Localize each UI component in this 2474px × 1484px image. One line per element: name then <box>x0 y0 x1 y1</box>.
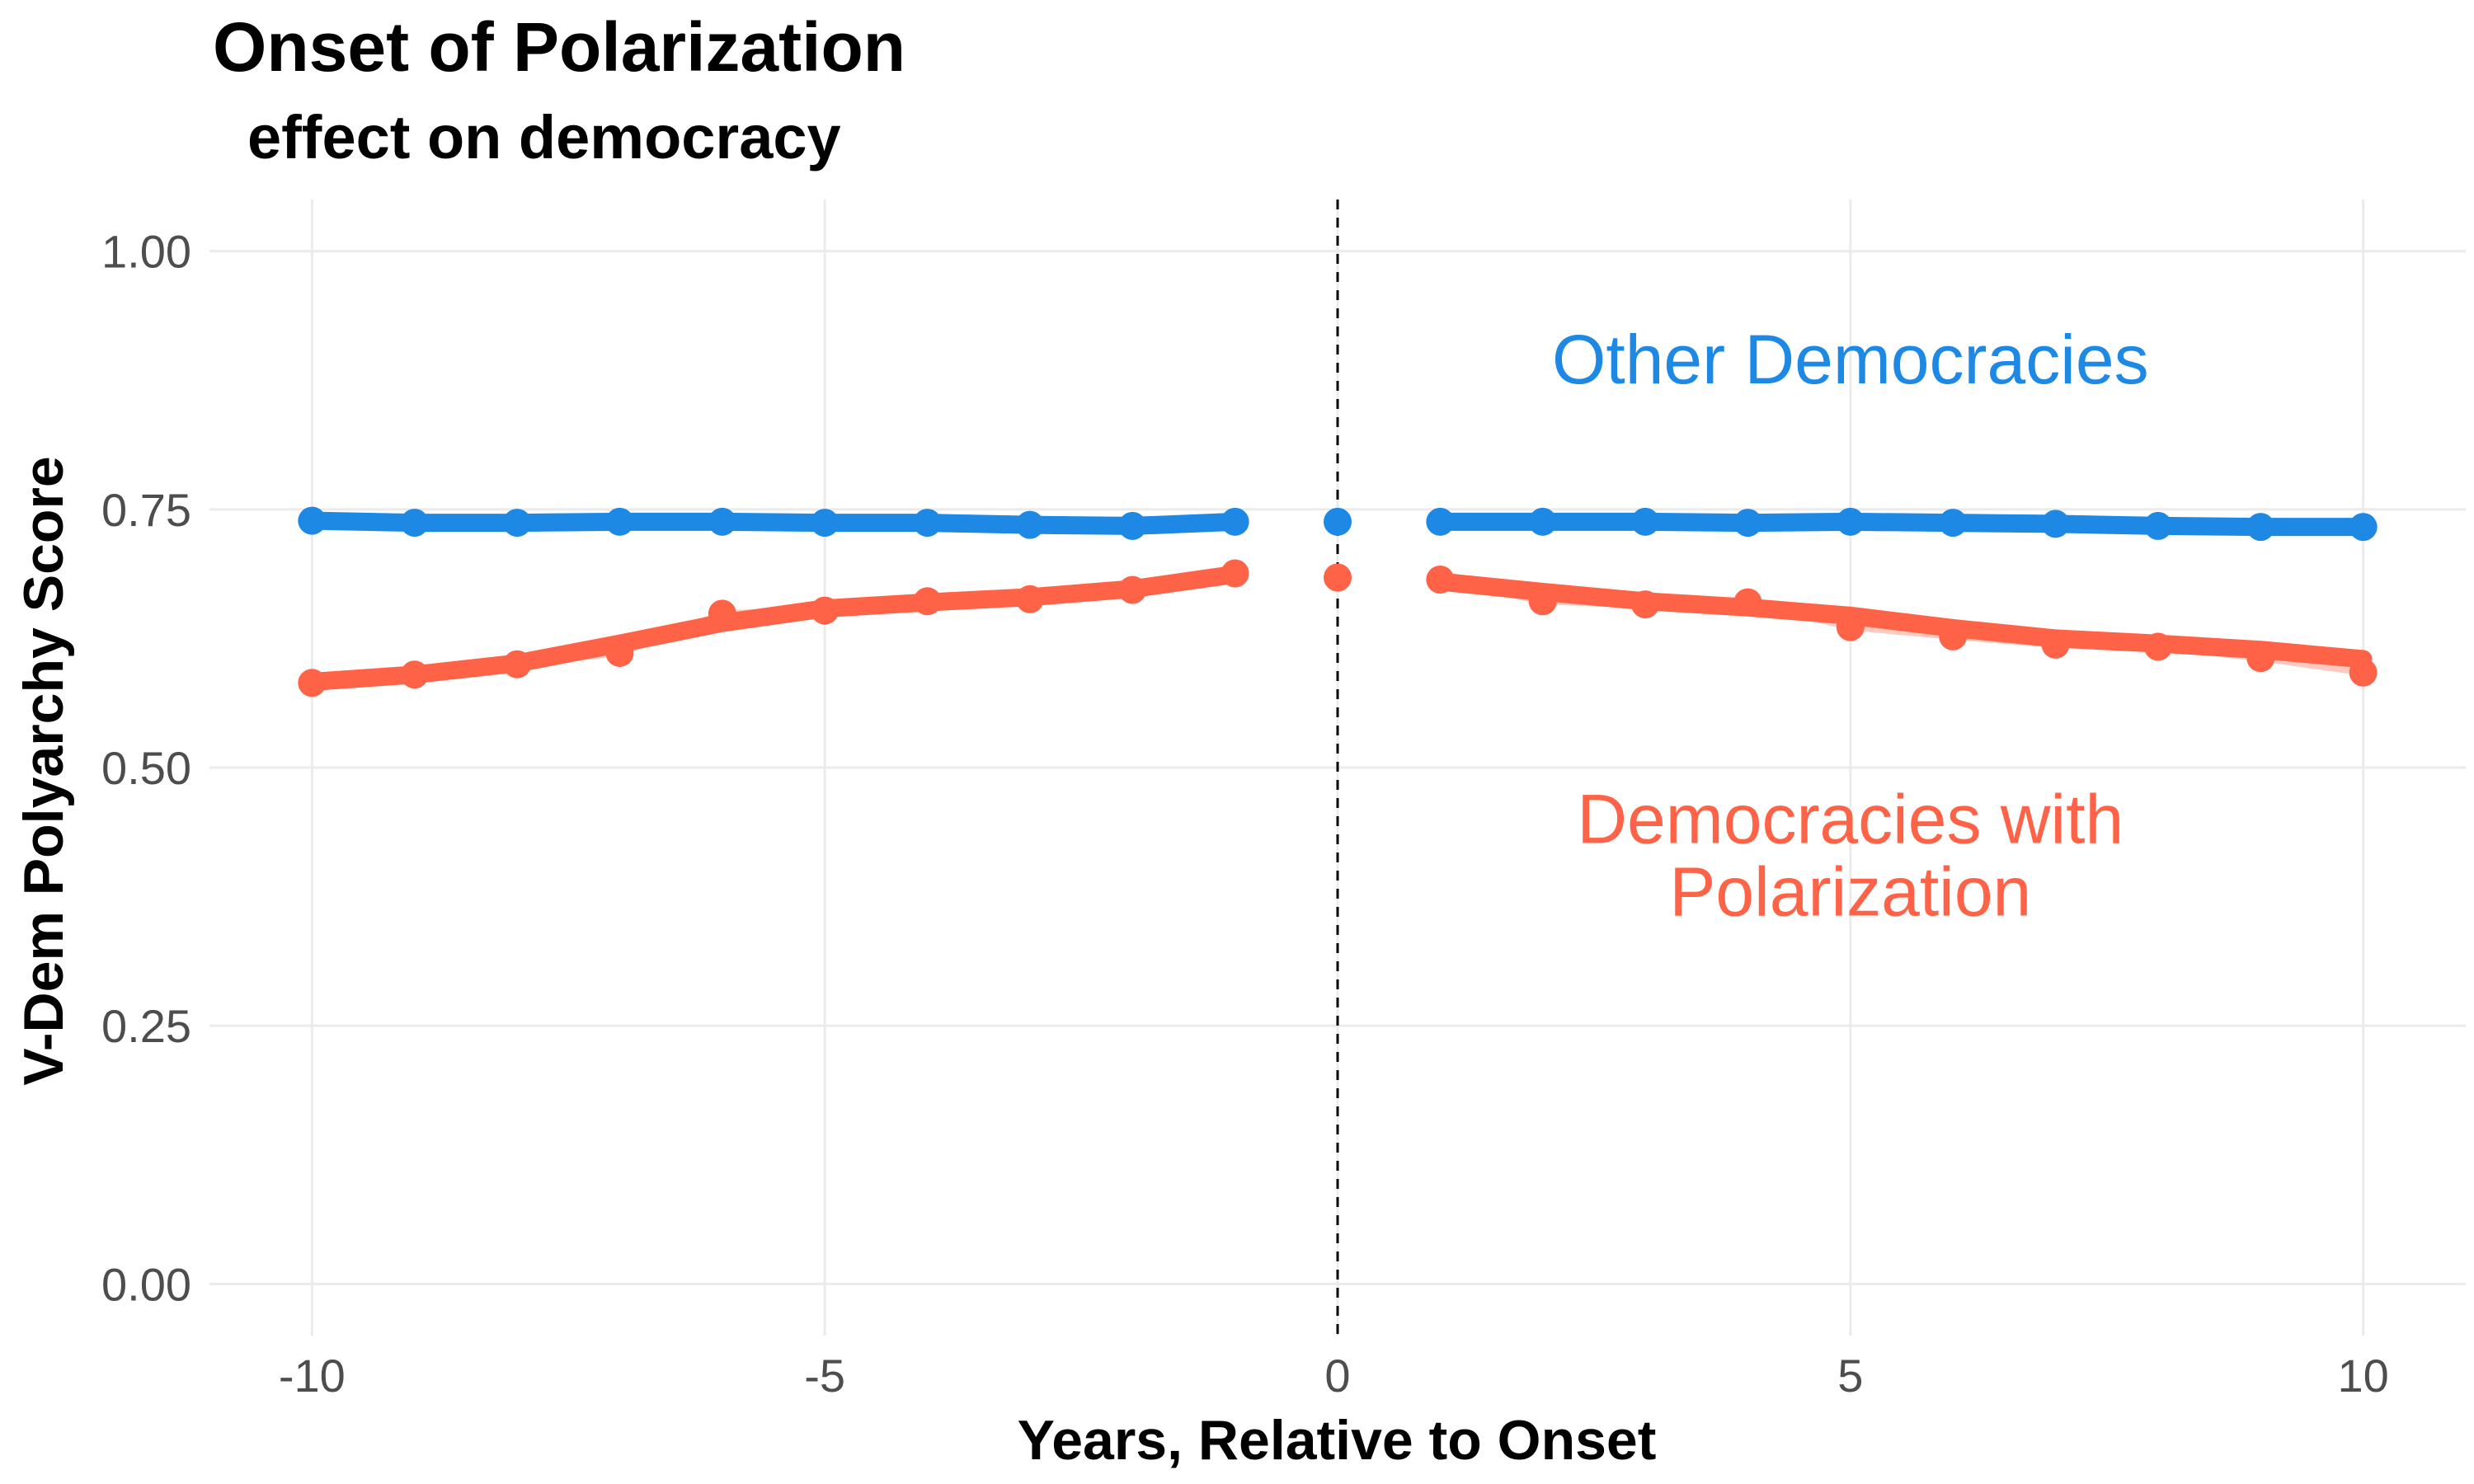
series-0-point-9 <box>1221 507 1249 536</box>
x-tick-label-3: 5 <box>1837 1350 1863 1402</box>
y-axis-ticks: 0.00 0.25 0.50 0.75 1.00 <box>101 226 191 1311</box>
series-0-point-20 <box>2349 513 2378 542</box>
x-axis-label: Years, Relative to Onset <box>1018 1409 1657 1472</box>
y-tick-label-2: 0.50 <box>101 742 191 794</box>
series-0-point-14 <box>1733 509 1762 538</box>
y-tick-label-1: 0.25 <box>101 1000 191 1052</box>
series-1-point-14 <box>1733 588 1762 617</box>
x-tick-label-4: 10 <box>2337 1350 2388 1402</box>
series-1-point-6 <box>913 587 942 616</box>
series-0-point-19 <box>2246 513 2275 542</box>
series-1-point-0 <box>298 669 327 697</box>
series-0-point-4 <box>708 507 736 536</box>
series-0-line-pre <box>303 511 1244 535</box>
series-1-point-11 <box>1426 566 1455 594</box>
series-0-point-5 <box>811 509 840 538</box>
series-0-point-11 <box>1426 507 1455 536</box>
series-1-point-5 <box>811 596 840 625</box>
series-0-point-6 <box>913 509 942 538</box>
series-0-point-2 <box>503 509 532 538</box>
series-1-line-pre <box>303 565 1244 691</box>
series-1-point-18 <box>2143 632 2172 661</box>
x-axis-ticks: -10 -5 0 5 10 <box>279 1350 2389 1402</box>
series-0-point-1 <box>400 509 429 538</box>
y-axis-label: V-Dem Polyarchy Score <box>12 456 75 1085</box>
series-label-0-line-0: Other Democracies <box>1552 321 2149 398</box>
chart-subtitle: effect on democracy <box>247 103 841 171</box>
series-0-point-13 <box>1631 507 1660 536</box>
series-1-point-8 <box>1118 575 1147 604</box>
series-0-point-17 <box>2041 510 2070 538</box>
series-0-point-0 <box>298 506 327 535</box>
series-0-point-12 <box>1528 507 1557 536</box>
series-marks <box>298 506 2378 697</box>
series-1-point-9 <box>1221 559 1249 588</box>
series-label-1-line-1: Polarization <box>1669 852 2031 930</box>
series-1-point-3 <box>605 638 634 667</box>
series-1 <box>298 559 2378 697</box>
series-1-point-12 <box>1528 587 1557 616</box>
series-0-point-3 <box>605 507 634 536</box>
series-0-point-15 <box>1836 507 1865 536</box>
series-0-point-8 <box>1118 511 1147 540</box>
chart-title: Onset of Polarization <box>213 8 905 86</box>
series-1-point-19 <box>2246 644 2275 673</box>
x-tick-label-2: 0 <box>1324 1350 1350 1402</box>
y-tick-label-3: 0.75 <box>101 484 191 536</box>
series-0-point-10 <box>1324 507 1352 536</box>
series-labels: Other Democracies Democracies with Polariz… <box>1552 321 2149 930</box>
series-label-1-line-0: Democracies with <box>1577 780 2124 857</box>
series-1-point-17 <box>2041 630 2070 659</box>
series-0 <box>298 506 2378 542</box>
series-1-point-7 <box>1015 585 1044 613</box>
series-1-point-15 <box>1836 613 1865 641</box>
series-1-point-4 <box>708 599 736 628</box>
series-1-line-post <box>1431 572 2373 669</box>
series-0-line-post <box>1431 512 2373 537</box>
series-0-point-16 <box>1939 509 1968 538</box>
series-label-0: Other Democracies <box>1552 321 2149 398</box>
series-1-point-16 <box>1939 622 1968 650</box>
x-tick-label-0: -10 <box>279 1350 346 1402</box>
y-tick-label-0: 0.00 <box>101 1258 191 1310</box>
series-1-point-10 <box>1324 563 1352 592</box>
series-1-point-2 <box>503 650 532 679</box>
series-0-point-7 <box>1015 510 1044 539</box>
series-1-point-1 <box>400 660 429 689</box>
series-1-point-20 <box>2349 658 2378 687</box>
x-tick-label-1: -5 <box>804 1350 845 1402</box>
y-tick-label-4: 1.00 <box>101 226 191 278</box>
series-label-1: Democracies with Polarization <box>1577 780 2124 930</box>
series-1-point-13 <box>1631 590 1660 619</box>
series-0-point-18 <box>2143 511 2172 540</box>
